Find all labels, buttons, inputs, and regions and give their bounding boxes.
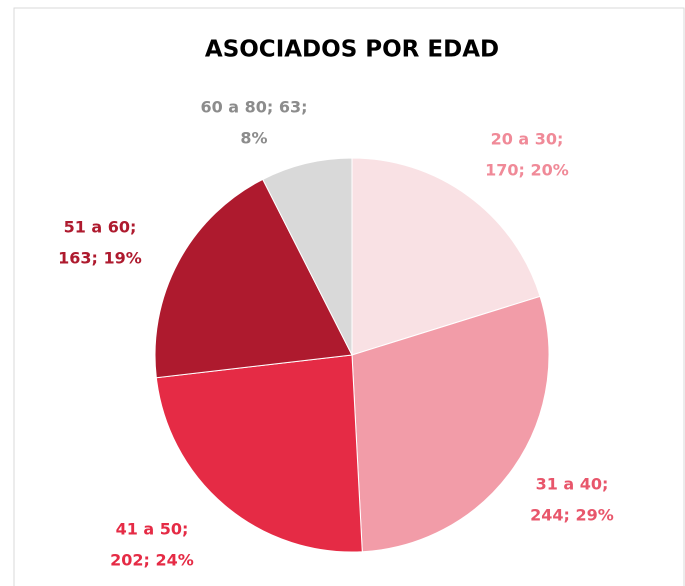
data-label: 202; 24%	[110, 551, 194, 570]
pie-slice	[351, 157, 541, 356]
pie-slice	[154, 178, 353, 379]
data-label: 244; 29%	[530, 506, 614, 525]
data-label: 8%	[240, 129, 267, 148]
chart-title: ASOCIADOS POR EDAD	[205, 37, 499, 63]
data-label: 31 a 40;	[536, 475, 609, 494]
data-label: 60 a 80; 63;	[200, 98, 307, 117]
data-label: 41 a 50;	[116, 520, 189, 539]
pie-slice	[155, 354, 363, 553]
data-label: 163; 19%	[58, 249, 142, 268]
pie-slice	[351, 295, 550, 553]
data-label: 170; 20%	[485, 161, 569, 180]
pie-slice	[262, 157, 353, 356]
data-label: 51 a 60;	[64, 218, 137, 237]
data-label: 20 a 30;	[491, 130, 564, 149]
